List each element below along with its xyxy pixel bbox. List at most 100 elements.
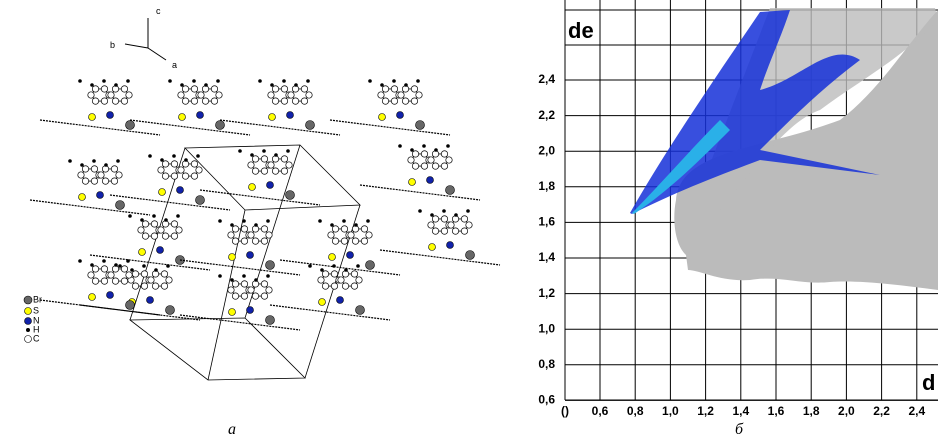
atom-c xyxy=(447,221,455,229)
atom-h xyxy=(90,263,94,267)
legend-label: S xyxy=(33,305,39,315)
atom-h xyxy=(184,158,188,162)
legend: Br S N H C xyxy=(23,294,42,343)
atom-s xyxy=(248,183,256,191)
atom-c xyxy=(411,162,420,170)
atom-c xyxy=(231,292,240,300)
bond xyxy=(39,119,161,136)
bond xyxy=(269,304,391,321)
legend-label: H xyxy=(33,324,40,334)
atom-h xyxy=(92,159,96,163)
fingerprint-plot: de d б 2,4 2,2 2,0 1,8 1,6 1,4 1,2 1,0 0,8 0,6 () 0… xyxy=(538,0,938,438)
atom-c xyxy=(120,85,129,93)
atom-br xyxy=(195,195,205,205)
atom-h xyxy=(204,83,208,87)
atom-h xyxy=(242,274,246,278)
atom-n xyxy=(176,186,184,194)
legend-label: Br xyxy=(33,294,42,304)
atom-c xyxy=(140,282,149,290)
atom-h xyxy=(434,148,438,152)
atom-c xyxy=(160,270,169,278)
x-tick-label: 0,8 xyxy=(627,404,644,418)
atom-c xyxy=(260,155,269,163)
atom-c xyxy=(161,232,170,240)
atom-c xyxy=(115,171,123,179)
atom-c xyxy=(125,271,133,279)
cell-face xyxy=(184,144,361,211)
axis-label: c xyxy=(156,6,161,16)
atom-c xyxy=(300,97,309,105)
atom-c xyxy=(150,220,159,228)
atom-c xyxy=(87,91,95,99)
atom-c xyxy=(340,237,349,245)
atom-c xyxy=(120,277,129,285)
atom-c xyxy=(170,172,179,180)
atom-br xyxy=(415,120,425,130)
bond xyxy=(109,194,231,211)
atom-c xyxy=(91,97,100,105)
atom-h xyxy=(126,259,130,263)
atom-c xyxy=(427,221,435,229)
atom-c xyxy=(111,97,120,105)
atom-c xyxy=(407,156,415,164)
atom-c xyxy=(390,85,399,93)
x-tick-label: () xyxy=(561,404,569,418)
axis-a xyxy=(147,47,167,61)
atom-c xyxy=(77,171,85,179)
atom-n xyxy=(286,111,294,119)
atom-c xyxy=(440,227,449,235)
atom-h xyxy=(422,144,426,148)
atom-c xyxy=(317,276,325,284)
atom-c xyxy=(181,172,190,180)
atom-c xyxy=(110,165,119,173)
atom-c xyxy=(351,237,360,245)
atom-h xyxy=(118,264,122,268)
atom-c xyxy=(177,91,185,99)
atom-c xyxy=(165,276,173,284)
atom-c xyxy=(280,155,289,163)
atom-c xyxy=(350,270,359,278)
atom-c xyxy=(90,165,99,173)
atom-h xyxy=(104,163,108,167)
atom-h xyxy=(332,264,336,268)
molecules xyxy=(29,79,501,331)
atom-h xyxy=(410,148,414,152)
atom-h xyxy=(454,213,458,217)
atom-h xyxy=(152,214,156,218)
y-tick-label: 0,6 xyxy=(538,393,555,407)
legend-marker xyxy=(24,335,32,343)
atom-h xyxy=(320,268,324,272)
atom-h xyxy=(238,149,242,153)
atom-c xyxy=(305,91,313,99)
y-tick-label: 2,0 xyxy=(538,143,555,157)
atom-c xyxy=(347,231,355,239)
atom-s xyxy=(158,188,166,196)
atom-n xyxy=(106,111,114,119)
atom-n xyxy=(196,111,204,119)
atom-c xyxy=(147,276,155,284)
atom-h xyxy=(430,213,434,217)
atom-c xyxy=(107,271,115,279)
atom-n xyxy=(156,246,164,254)
atom-c xyxy=(161,172,170,180)
atom-c xyxy=(240,225,249,233)
atom-h xyxy=(142,264,146,268)
atom-c xyxy=(231,280,240,288)
atom-h xyxy=(168,79,172,83)
atom-c xyxy=(440,162,449,170)
atom-h xyxy=(404,83,408,87)
atom-c xyxy=(265,231,273,239)
atom-h xyxy=(114,263,118,267)
cell-edge xyxy=(207,209,246,381)
atom-br xyxy=(355,305,365,315)
y-tick-label: 1,4 xyxy=(538,250,555,264)
atom-h xyxy=(330,223,334,227)
atom-c xyxy=(197,91,205,99)
atom-h xyxy=(356,264,360,268)
atom-h xyxy=(78,259,82,263)
atom-c xyxy=(195,166,203,174)
atom-c xyxy=(291,97,300,105)
atom-c xyxy=(381,85,390,93)
legend-label: C xyxy=(33,333,40,343)
